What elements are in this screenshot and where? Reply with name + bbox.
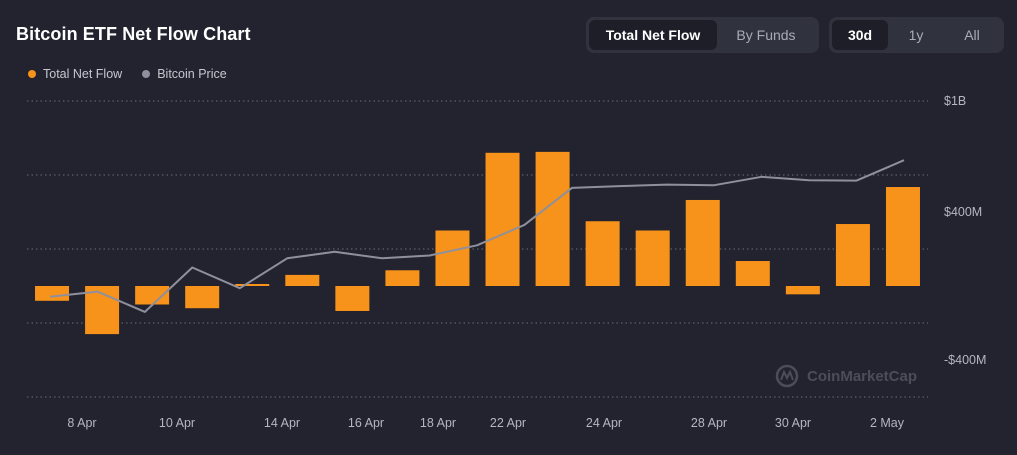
bar-13[interactable] (685, 199, 720, 286)
x-tick-label-4: 18 Apr (420, 416, 456, 430)
bar-9[interactable] (485, 152, 520, 286)
coinmarketcap-logo-icon (775, 364, 799, 388)
y-axis-labels: $1B $400M -$400M (944, 94, 986, 367)
y-tick-label-0: $1B (944, 94, 966, 108)
y-tick-label-2: -$400M (944, 353, 986, 367)
watermark: CoinMarketCap (775, 364, 917, 388)
x-tick-label-5: 22 Apr (490, 416, 526, 430)
bitcoin-price-line (49, 159, 905, 313)
legend-label-net-flow: Total Net Flow (43, 67, 123, 81)
price-line (49, 159, 905, 313)
gridlines (27, 100, 928, 398)
bar-11[interactable] (585, 221, 620, 286)
bar-10[interactable] (535, 151, 570, 286)
bar-17[interactable] (885, 187, 920, 286)
view-type-toggle: Total Net Flow By Funds (586, 17, 819, 53)
bar-15[interactable] (785, 286, 820, 295)
legend-item-bitcoin-price[interactable]: Bitcoin Price (142, 67, 227, 81)
bars (35, 151, 920, 335)
legend-dot-bitcoin-price (142, 70, 151, 78)
watermark-text: CoinMarketCap (807, 368, 917, 385)
x-tick-label-7: 28 Apr (691, 416, 727, 430)
x-tick-label-2: 14 Apr (264, 416, 300, 430)
page-title: Bitcoin ETF Net Flow Chart (16, 24, 251, 44)
bar-14[interactable] (735, 261, 770, 286)
x-tick-label-8: 30 Apr (775, 416, 811, 430)
range-30d-button[interactable]: 30d (832, 20, 888, 50)
legend-item-net-flow[interactable]: Total Net Flow (28, 67, 122, 81)
bar-6[interactable] (335, 286, 370, 311)
legend-dot-net-flow (28, 70, 36, 78)
bar-16[interactable] (835, 224, 870, 286)
x-tick-label-6: 24 Apr (586, 416, 622, 430)
legend-label-bitcoin-price: Bitcoin Price (157, 67, 227, 81)
bar-12[interactable] (635, 230, 670, 287)
range-1y-button[interactable]: 1y (908, 27, 924, 43)
y-tick-label-1: $400M (944, 205, 982, 219)
bar-3[interactable] (185, 286, 220, 309)
x-axis-labels: 8 Apr 10 Apr 14 Apr 16 Apr 18 Apr 22 Apr 24 Ap… (67, 416, 904, 430)
tab-total-net-flow[interactable]: Total Net Flow (589, 20, 717, 50)
tab-by-funds[interactable]: By Funds (736, 27, 796, 43)
x-tick-label-0: 8 Apr (67, 416, 96, 430)
time-range-toggle: 30d 1y All (829, 17, 1004, 53)
x-tick-label-3: 16 Apr (348, 416, 384, 430)
bar-7[interactable] (385, 270, 420, 286)
range-all-button[interactable]: All (964, 27, 980, 43)
bar-4[interactable] (235, 284, 270, 286)
legend: Total Net Flow Bitcoin Price (28, 67, 247, 81)
x-tick-label-9: 2 May (870, 416, 905, 430)
bar-5[interactable] (285, 274, 320, 286)
bar-2[interactable] (135, 286, 170, 305)
bar-8[interactable] (435, 230, 470, 287)
x-tick-label-1: 10 Apr (159, 416, 195, 430)
bar-0[interactable] (35, 286, 70, 301)
